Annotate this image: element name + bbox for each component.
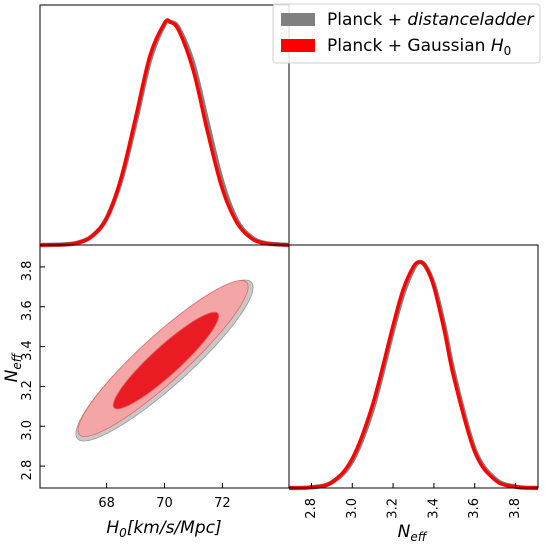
x-label-h0-sub: 0 [119,526,127,540]
legend-label-distanceladder-prefix: Planck + [327,10,407,30]
contour-planck-gaussian-h0-68 [112,311,220,410]
x-label-neff-main: N [398,522,411,542]
neff-x-tick-label-3.8: 3.8 [508,498,523,519]
neff-y-tick-label-3.6: 3.6 [20,300,35,321]
x-label-h0-main: H [106,518,119,538]
y-label-neff-main: N [2,369,22,382]
legend-label-distanceladder-emph: distanceladder [407,10,534,30]
neff-x-tick-label-2.8: 2.8 [304,498,319,519]
neff-x-tick-label-3.4: 3.4 [426,498,441,519]
neff-y-ticks: 2.8 3.0 3.2 3.4 3.6 3.8 [20,261,45,481]
neff-marginal-curves [288,259,539,491]
h0-marginal-curves [39,18,290,248]
panel-neff-marginal: 2.8 3.0 3.2 3.4 3.6 3.8 [288,244,539,519]
h0-marginal-planck-gaussian-h0 [39,18,290,247]
panel-h0-marginal [39,4,290,248]
legend-swatch-gaussian [281,39,315,52]
y-label-neff-sub: eff [10,352,24,369]
x-label-neff-sub: eff [410,530,427,544]
legend-label-gaussian-sub: 0 [504,44,512,58]
neff-marginal-planck-gaussian-h0 [288,260,539,490]
neff-marginal-planck-distanceladder [288,259,539,491]
h0-x-tick-label-68: 68 [98,496,115,511]
neff-x-tick-label-3.6: 3.6 [467,498,482,519]
neff-y-tick-label-3.2: 3.2 [20,380,35,401]
h0-neff-contours [75,279,254,442]
h0-x-tick-label-70: 70 [156,496,173,511]
neff-y-tick-label-3.8: 3.8 [20,261,35,282]
neff-x-tick-label-3.2: 3.2 [386,498,401,519]
legend-label-gaussian-emph: H [491,36,504,56]
legend: Planck + distanceladder Planck + Gaussia… [272,3,541,64]
legend-label-gaussian-prefix: Planck + Gaussian [327,36,491,56]
panel-neff-marginal-frame [288,244,539,489]
neff-y-tick-label-3: 3.0 [20,420,35,441]
neff-y-tick-label-2.8: 2.8 [20,460,35,481]
panel-h0-marginal-frame [39,4,290,246]
x-axis-label-h0: H0[km/s/Mpc] [106,518,221,540]
neff-x-ticks: 2.8 3.0 3.2 3.4 3.6 3.8 [304,483,523,519]
x-label-h0-units: [km/s/Mpc] [127,518,222,538]
neff-y-tick-label-3.4: 3.4 [20,340,35,361]
y-axis-label-neff: Neff [2,352,24,382]
x-axis-label-neff: Neff [398,522,428,544]
neff-x-tick-label-3: 3.0 [345,498,360,519]
h0-marginal-planck-distanceladder [39,18,290,248]
legend-label-distanceladder: Planck + distanceladder [327,10,535,30]
legend-box [272,3,541,64]
panel-h0-neff-2d: 68 70 72 2.8 3.0 3.2 3.4 3.6 3.8 [20,244,290,511]
h0-x-ticks: 68 70 72 [98,483,231,511]
legend-label-gaussian: Planck + Gaussian H0 [327,36,511,58]
legend-swatch-distanceladder [281,13,315,26]
h0-x-tick-label-72: 72 [214,496,231,511]
